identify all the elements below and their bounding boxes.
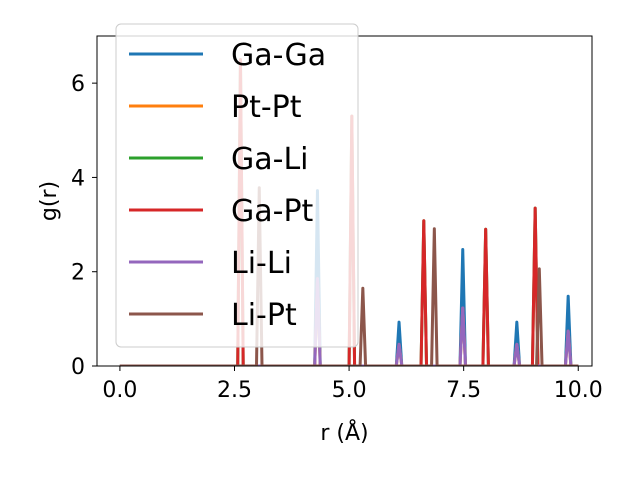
y-axis-ticks: 0 2 4 6 bbox=[71, 72, 97, 380]
legend-label-ga-li: Ga-Li bbox=[231, 142, 309, 177]
x-axis-label: r (Å) bbox=[320, 419, 368, 446]
x-tick-label: 0.0 bbox=[102, 378, 137, 403]
y-tick-label: 4 bbox=[71, 166, 85, 191]
y-tick-label: 2 bbox=[71, 261, 85, 286]
y-tick-label: 6 bbox=[71, 72, 85, 97]
x-tick-label: 10.0 bbox=[554, 378, 603, 403]
legend-label-ga-ga: Ga-Ga bbox=[231, 38, 326, 73]
y-tick-label: 0 bbox=[71, 355, 85, 380]
x-tick-label: 5.0 bbox=[332, 378, 367, 403]
x-axis-ticks: 0.0 2.5 5.0 7.5 10.0 bbox=[102, 366, 603, 403]
legend-label-li-li: Li-Li bbox=[231, 246, 292, 281]
legend-label-ga-pt: Ga-Pt bbox=[231, 194, 314, 229]
legend-label-li-pt: Li-Pt bbox=[231, 298, 297, 333]
y-axis-label: g(r) bbox=[37, 181, 62, 221]
legend: Ga-Ga Pt-Pt Ga-Li Ga-Pt Li-Li Li-Pt bbox=[115, 23, 359, 348]
x-tick-label: 7.5 bbox=[446, 378, 481, 403]
x-tick-label: 2.5 bbox=[217, 378, 252, 403]
legend-label-pt-pt: Pt-Pt bbox=[231, 90, 302, 125]
